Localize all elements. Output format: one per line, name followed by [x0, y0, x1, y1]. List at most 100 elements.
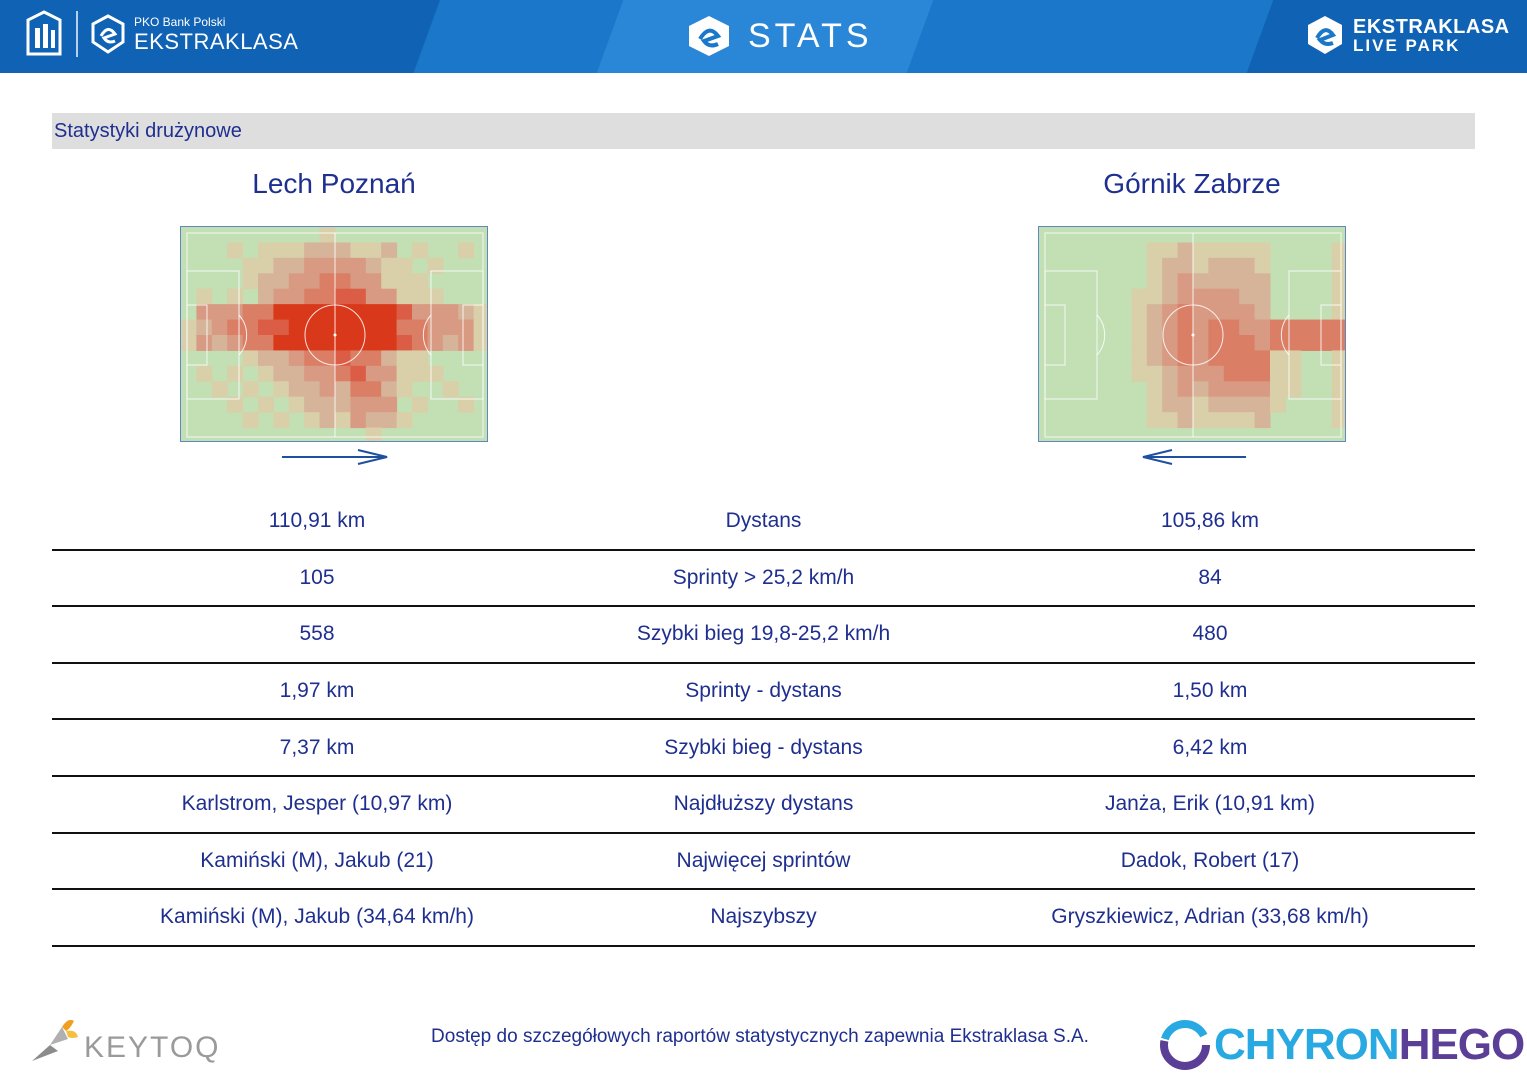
- heatmap-cell: [1193, 335, 1209, 351]
- heatmap-cell: [319, 396, 336, 413]
- heatmap-cell: [258, 273, 274, 290]
- heatmap-cell: [350, 273, 367, 290]
- heatmap-cell: [319, 257, 336, 274]
- heatmap-cell: [1270, 350, 1286, 367]
- chyron-label: CHYRON: [1214, 1020, 1400, 1069]
- heatmap-cell: [304, 288, 321, 305]
- heatmap-cell: [273, 412, 290, 429]
- heatmap-cell: [1146, 381, 1163, 398]
- heatmap-cell: [396, 319, 413, 336]
- heatmap-cell: [1239, 381, 1256, 398]
- home-value: Karlstrom, Jesper (10,97 km): [181, 792, 453, 816]
- heatmap-cell: [1131, 335, 1148, 351]
- heatmap-cell: [350, 288, 367, 305]
- heatmap-cell: [396, 335, 413, 351]
- ekstraklasa-label: EKSTRAKLASA: [134, 28, 299, 54]
- heatmap-cell: [1223, 412, 1240, 429]
- heatmap-cell: [412, 335, 428, 351]
- table-row: 558 Szybki bieg 19,8-25,2 km/h 480: [52, 607, 1475, 664]
- heatmap-cell: [1254, 242, 1271, 259]
- section-title: Statystyki drużynowe: [54, 120, 242, 142]
- heatmap-cell: [412, 242, 428, 259]
- heatmap-cell: [365, 304, 382, 321]
- heatmap-cell: [211, 381, 228, 398]
- heatmap-cell: [1223, 365, 1240, 382]
- heatmap-cell: [227, 288, 244, 305]
- heatmap-cell: [1270, 335, 1286, 351]
- heatmap-cell: [335, 257, 351, 274]
- home-team-name: Lech Poznań: [252, 168, 416, 199]
- heatmap-cell: [1193, 242, 1209, 259]
- heatmap-cell: [350, 412, 367, 429]
- heatmap-cell: [1223, 257, 1240, 274]
- home-value: 1,97 km: [279, 679, 355, 703]
- heatmap-cell: [288, 350, 305, 367]
- heatmap-cell: [273, 242, 290, 259]
- stats-title-text: STATS: [748, 17, 873, 55]
- heatmap-cell: [319, 365, 336, 382]
- heatmap-cell: [365, 242, 382, 259]
- heatmap-cell: [381, 257, 398, 274]
- away-value: 6,42 km: [1172, 735, 1248, 759]
- heatmap-cell: [181, 319, 197, 336]
- heatmap-cell: [335, 304, 351, 321]
- heatmap-cell: [365, 288, 382, 305]
- heatmap-cell: [442, 381, 459, 398]
- heatmap-cell: [381, 365, 398, 382]
- heatmap-cell: [1239, 350, 1256, 367]
- table-row: Karlstrom, Jesper (10,97 km) Najdłuższy …: [52, 777, 1475, 834]
- heatmap-cell: [1300, 319, 1317, 336]
- stats-logo-icon: [689, 16, 729, 56]
- table-row: 1,97 km Sprinty - dystans 1,50 km: [52, 664, 1475, 721]
- heatmap-cell: [1254, 335, 1271, 351]
- heatmap-cell: [1270, 365, 1286, 382]
- heatmap-cell: [381, 412, 398, 429]
- heatmap-cell: [396, 350, 413, 367]
- heatmap-cell: [335, 319, 351, 336]
- heatmap-cell: [1223, 319, 1240, 336]
- away-heatmap: [1038, 226, 1346, 442]
- heatmap-cell: [304, 257, 321, 274]
- away-value: Gryszkiewicz, Adrian (33,68 km/h): [1051, 905, 1369, 929]
- heatmap-cell: [1146, 273, 1163, 290]
- heatmap-cell: [1223, 304, 1240, 321]
- heatmap-cell: [1177, 257, 1194, 274]
- stat-label: Sprinty - dystans: [685, 679, 842, 703]
- heatmap-cell: [1131, 288, 1148, 305]
- heatmap-cell: [288, 335, 305, 351]
- heatmap-cell: [1146, 365, 1163, 382]
- heatmap-cell: [365, 319, 382, 336]
- hego-label: HEGO: [1398, 1020, 1526, 1069]
- ekstraklasa-logo-icon: [91, 14, 125, 54]
- heatmap-cell: [242, 319, 259, 336]
- heatmap-cell: [1177, 412, 1194, 429]
- keytoq-logo-icon: [32, 1019, 78, 1061]
- heatmap-cell: [427, 304, 444, 321]
- away-value: 84: [1198, 565, 1222, 589]
- heatmap-cell: [1270, 381, 1286, 398]
- heatmap-cell: [365, 350, 382, 367]
- heatmap-cell: [1146, 304, 1163, 321]
- heatmap-cell: [1331, 242, 1345, 259]
- stat-label: Szybki bieg - dystans: [664, 735, 863, 759]
- heatmap-cell: [258, 335, 274, 351]
- heatmap-cell: [1177, 288, 1194, 305]
- heatmap-cell: [319, 319, 336, 336]
- heatmap-cell: [381, 242, 398, 259]
- heatmap-cell: [381, 335, 398, 351]
- heatmap-cell: [396, 273, 413, 290]
- heatmap-cell: [458, 396, 475, 413]
- home-value: 558: [299, 622, 335, 646]
- heatmap-cell: [1316, 319, 1333, 336]
- heatmap-cell: [458, 319, 475, 336]
- heatmap-cell: [258, 242, 274, 259]
- away-heatmap-pitch: [1039, 227, 1345, 441]
- live-park-brand: EKSTRAKLASA LIVE PARK: [1305, 14, 1510, 56]
- home-value: 110,91 km: [268, 509, 366, 533]
- heatmap-cell: [396, 412, 413, 429]
- heatmap-cell: [1239, 365, 1256, 382]
- table-row: 110,91 km Dystans 105,86 km: [52, 494, 1475, 551]
- heatmap-cell: [335, 365, 351, 382]
- keytoq-brand: KEYTOQ: [28, 1015, 220, 1067]
- heatmap-cell: [1208, 365, 1225, 382]
